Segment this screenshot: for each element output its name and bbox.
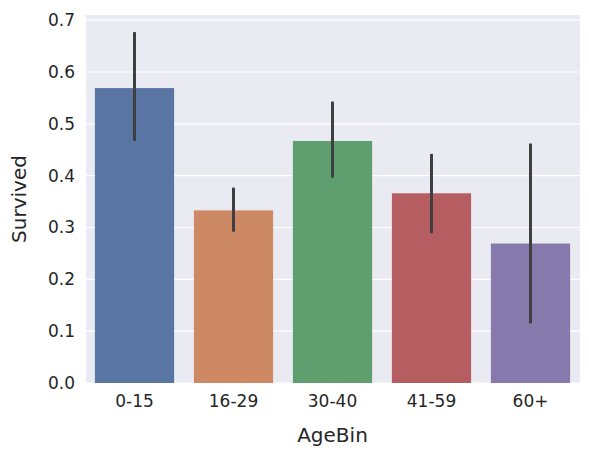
y-tick-label: 0.4 <box>48 166 75 186</box>
error-bar <box>232 188 235 232</box>
marks <box>95 32 570 383</box>
y-tick: 0.6 <box>48 62 85 82</box>
x-tick-label: 41-59 <box>407 391 456 411</box>
x-tick-label: 16-29 <box>209 391 258 411</box>
bar <box>194 210 273 383</box>
y-tick: 0.0 <box>48 373 85 393</box>
error-bar <box>430 154 433 233</box>
x-axis-title: AgeBin <box>297 423 368 447</box>
y-tick: 0.4 <box>48 166 85 186</box>
y-tick-label: 0.7 <box>48 10 75 30</box>
y-tick: 0.7 <box>48 10 85 30</box>
y-tick-label: 0.1 <box>48 321 75 341</box>
x-tick: 16-29 <box>209 383 258 411</box>
plot: 0.0 0.1 0.2 0.3 0.4 0.5 0.6 0.7 0-15 16-29 30-40 41… <box>48 10 581 411</box>
y-tick-label: 0.6 <box>48 62 75 82</box>
y-tick: 0.2 <box>48 269 85 289</box>
error-bar <box>529 144 532 324</box>
x-tick: 0-15 <box>115 383 154 411</box>
grid-line <box>85 71 580 72</box>
y-axis-line <box>85 16 86 384</box>
x-tick: 30-40 <box>308 383 357 411</box>
y-tick-label: 0.0 <box>48 373 75 393</box>
y-tick: 0.3 <box>48 217 85 237</box>
plot-background <box>85 15 580 383</box>
grid-line <box>85 20 580 21</box>
x-tick: 41-59 <box>407 383 456 411</box>
x-tick-label: 0-15 <box>115 391 154 411</box>
y-axis-title: Survived <box>7 155 31 243</box>
grid <box>85 20 580 383</box>
chart: 0.0 0.1 0.2 0.3 0.4 0.5 0.6 0.7 0-15 16-29 30-40 41… <box>0 0 589 455</box>
x-tick-label: 60+ <box>513 391 549 411</box>
x-axis-line <box>86 383 581 384</box>
y-tick-label: 0.3 <box>48 217 75 237</box>
x-axis: 0-15 16-29 30-40 41-59 60+ <box>86 383 581 411</box>
x-tick-label: 30-40 <box>308 391 357 411</box>
y-tick-label: 0.2 <box>48 269 75 289</box>
x-tick: 60+ <box>513 383 549 411</box>
error-bar <box>331 102 334 178</box>
y-axis: 0.0 0.1 0.2 0.3 0.4 0.5 0.6 0.7 <box>48 10 86 393</box>
y-tick-label: 0.5 <box>48 114 75 134</box>
y-tick: 0.1 <box>48 321 85 341</box>
error-bar <box>133 32 136 141</box>
y-tick: 0.5 <box>48 114 85 134</box>
